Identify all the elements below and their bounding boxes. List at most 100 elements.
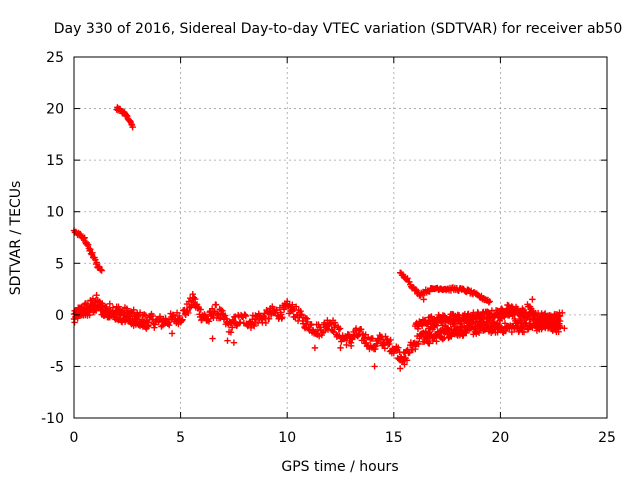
data-point (141, 318, 148, 325)
y-tick-label: 10 (46, 205, 64, 221)
data-point (556, 324, 564, 331)
data-point (420, 296, 427, 303)
data-point (453, 331, 461, 338)
data-point (347, 342, 355, 349)
data-point (168, 330, 176, 337)
data-point (217, 306, 225, 314)
data-point (86, 311, 93, 319)
data-point (419, 322, 426, 329)
data-point (106, 300, 114, 308)
data-point (71, 319, 78, 326)
data-point (103, 307, 110, 315)
data-point (141, 311, 148, 318)
data-point (555, 328, 562, 336)
data-point (170, 311, 177, 319)
data-point (224, 337, 231, 344)
data-point (185, 298, 193, 305)
data-point (430, 320, 437, 327)
data-point (230, 339, 238, 346)
data-point (519, 305, 526, 312)
data-point (415, 340, 422, 348)
data-point (130, 306, 137, 314)
data-points (70, 104, 568, 372)
x-tick-label: 20 (491, 430, 509, 446)
data-point (475, 329, 483, 337)
data-point (327, 320, 335, 328)
data-point (418, 333, 425, 340)
data-point (162, 315, 169, 322)
y-axis-label: SDTVAR / TECUs (8, 181, 24, 296)
data-point (508, 328, 516, 336)
data-point (145, 321, 152, 329)
data-point (129, 123, 136, 131)
data-point (179, 316, 186, 323)
data-point (242, 312, 250, 320)
data-point (81, 234, 88, 241)
data-point (166, 321, 173, 329)
data-point (404, 275, 411, 282)
data-point (164, 320, 172, 327)
data-point (302, 314, 309, 322)
data-point (489, 327, 496, 335)
x-tick-label: 0 (70, 430, 79, 446)
y-tick-label: -5 (50, 359, 64, 375)
data-point (336, 325, 344, 332)
y-tick-label: 5 (55, 256, 64, 272)
x-tick-label: 25 (598, 430, 616, 446)
data-point (561, 325, 568, 332)
data-point (261, 314, 269, 322)
data-point (93, 292, 100, 299)
data-point (433, 338, 440, 345)
data-point (292, 303, 300, 310)
data-point (84, 241, 91, 249)
x-axis-label: GPS time / hours (281, 459, 398, 475)
data-point (156, 313, 164, 320)
data-point (221, 312, 229, 319)
data-point (279, 313, 286, 321)
x-tick-label: 10 (278, 430, 296, 446)
data-point (311, 344, 319, 352)
data-point (85, 241, 92, 248)
data-point (387, 336, 394, 344)
data-point (559, 309, 566, 316)
data-point (369, 335, 376, 342)
y-tick-label: 20 (46, 102, 64, 118)
data-point (189, 290, 196, 298)
data-point (371, 363, 378, 370)
data-point (520, 328, 528, 336)
x-tick-label: 15 (385, 430, 403, 446)
data-point (265, 315, 273, 323)
y-tick-label: 25 (46, 50, 64, 66)
data-point (280, 306, 288, 313)
data-point (197, 306, 204, 313)
data-point (486, 298, 493, 305)
data-point (205, 318, 213, 325)
data-point (116, 310, 124, 318)
data-point (401, 361, 408, 368)
data-point (262, 319, 270, 327)
data-point (403, 357, 411, 364)
grid (74, 57, 607, 418)
data-point (128, 309, 135, 317)
data-point (485, 309, 492, 316)
data-point (524, 326, 532, 333)
data-point (212, 301, 220, 308)
chart-title: Day 330 of 2016, Sidereal Day-to-day VTE… (54, 21, 623, 37)
data-point (158, 323, 165, 330)
data-point (426, 340, 433, 347)
data-point (192, 295, 199, 303)
data-point (426, 288, 433, 295)
data-point (228, 324, 236, 331)
data-point (424, 339, 432, 346)
data-point (539, 315, 546, 323)
data-point (556, 320, 563, 327)
data-point (125, 313, 132, 320)
data-point (502, 327, 509, 335)
data-point (289, 301, 296, 308)
data-point (120, 312, 127, 319)
data-point (529, 296, 536, 303)
data-point (381, 345, 389, 352)
y-tick-label: 0 (55, 308, 64, 324)
